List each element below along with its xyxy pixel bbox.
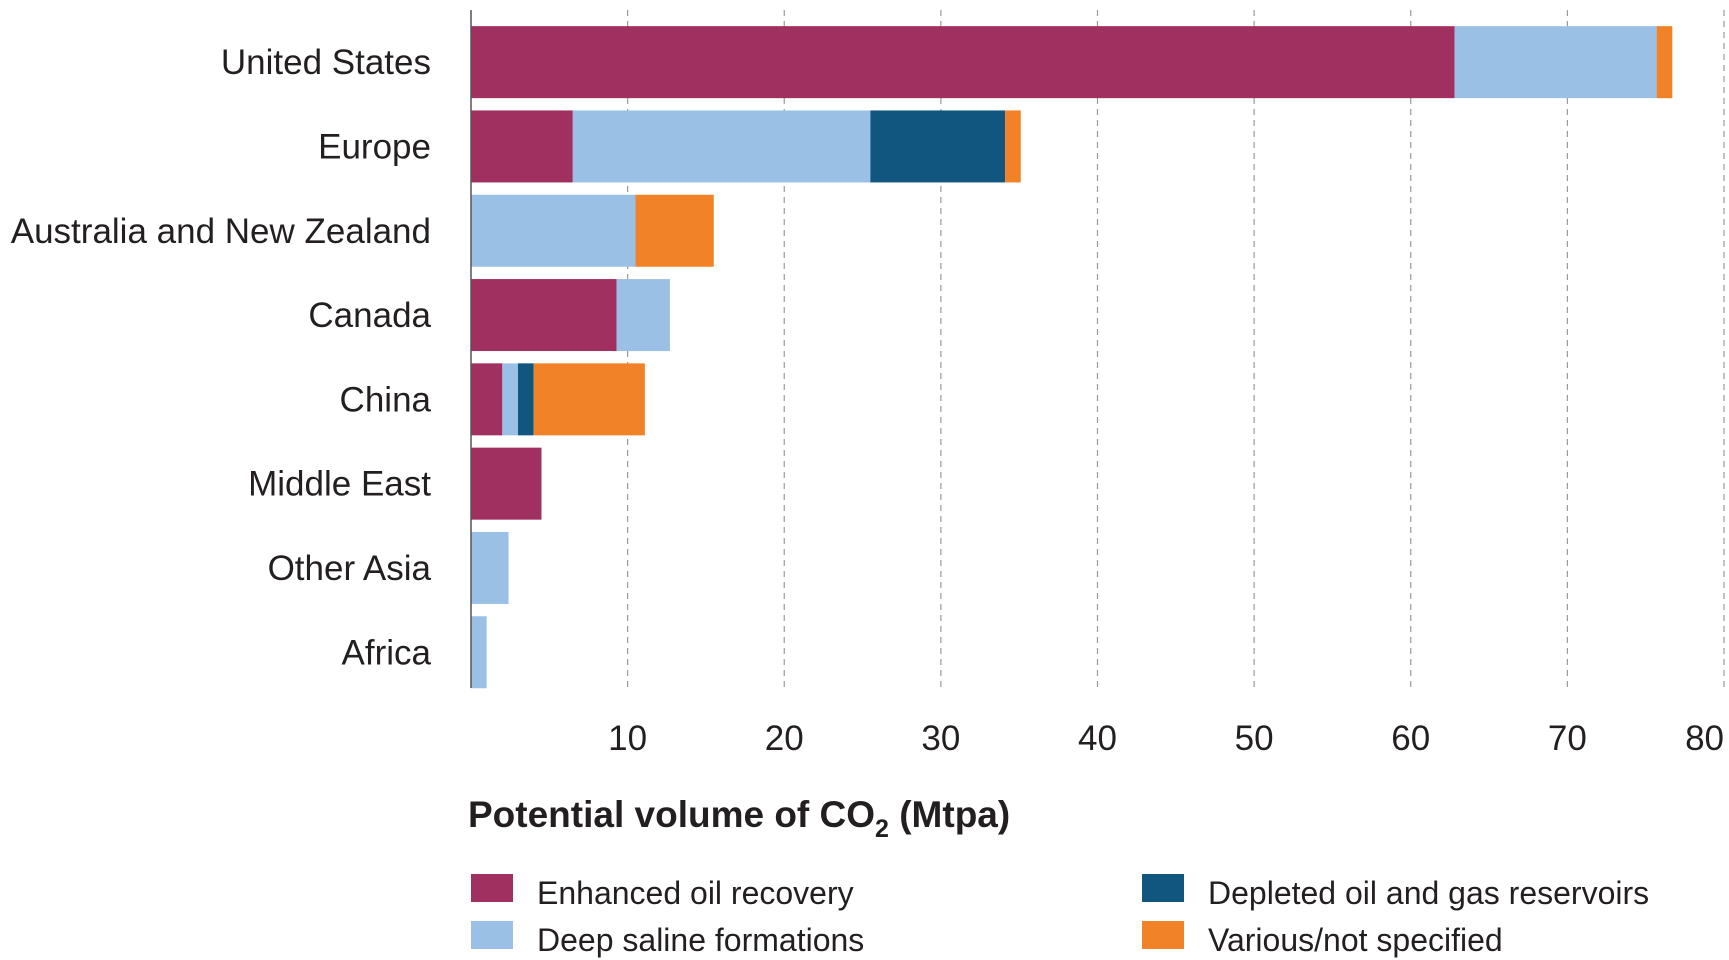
category-label: Middle East bbox=[248, 465, 431, 504]
category-label: China bbox=[340, 380, 432, 419]
bars bbox=[471, 26, 1673, 689]
x-tick-label: 30 bbox=[921, 719, 960, 758]
category-label: Canada bbox=[308, 296, 431, 335]
category-label: Europe bbox=[318, 127, 431, 166]
bar-segment bbox=[471, 26, 1455, 99]
x-tick-label: 80 bbox=[1685, 719, 1724, 758]
x-tick-label: 40 bbox=[1078, 719, 1117, 758]
category-labels: United States Europe Australia and New Zea… bbox=[11, 43, 432, 672]
category-label: Africa bbox=[342, 633, 432, 672]
bar-segment bbox=[533, 363, 645, 436]
legend-swatch bbox=[1142, 921, 1184, 949]
bar-segment bbox=[471, 531, 509, 604]
legend: Enhanced oil recovery Deep saline formati… bbox=[471, 874, 1649, 958]
x-tick-label: 60 bbox=[1391, 719, 1430, 758]
legend-swatch bbox=[471, 874, 513, 902]
category-label: United States bbox=[221, 43, 431, 82]
bar-segment bbox=[1005, 110, 1021, 183]
bar-segment bbox=[502, 363, 518, 436]
x-tick-label: 50 bbox=[1235, 719, 1274, 758]
bar-segment bbox=[517, 363, 534, 436]
x-axis-label-subscript: 2 bbox=[875, 815, 889, 843]
bar-segment bbox=[572, 110, 871, 183]
legend-label: Deep saline formations bbox=[537, 922, 864, 958]
bar-segment bbox=[471, 279, 617, 352]
legend-label: Depleted oil and gas reservoirs bbox=[1208, 875, 1649, 911]
bar-segment bbox=[616, 279, 670, 352]
bar-segment bbox=[1454, 26, 1657, 99]
bar-segment bbox=[635, 194, 714, 267]
bar-segment bbox=[471, 194, 636, 267]
x-tick-label: 70 bbox=[1548, 719, 1587, 758]
x-axis-label-unit: (Mtpa) bbox=[889, 794, 1010, 835]
category-label: Other Asia bbox=[268, 549, 432, 588]
legend-swatch bbox=[471, 921, 513, 949]
x-tick-label: 20 bbox=[765, 719, 804, 758]
bar-segment bbox=[471, 110, 573, 183]
x-axis-label-main: Potential volume of CO bbox=[468, 794, 875, 835]
bar-segment bbox=[870, 110, 1006, 183]
legend-label: Enhanced oil recovery bbox=[537, 875, 854, 911]
bar-segment bbox=[471, 363, 503, 436]
bar-segment bbox=[1656, 26, 1673, 99]
legend-label: Various/not specified bbox=[1208, 922, 1503, 958]
x-axis-label: Potential volume of CO2 (Mtpa) bbox=[468, 794, 1010, 843]
bar-segment bbox=[471, 447, 542, 520]
legend-swatch bbox=[1142, 874, 1184, 902]
x-tick-labels: 10 20 30 40 50 60 70 80 bbox=[608, 719, 1724, 758]
category-label: Australia and New Zealand bbox=[11, 212, 431, 251]
x-tick-label: 10 bbox=[608, 719, 647, 758]
bar-segment bbox=[471, 616, 487, 689]
